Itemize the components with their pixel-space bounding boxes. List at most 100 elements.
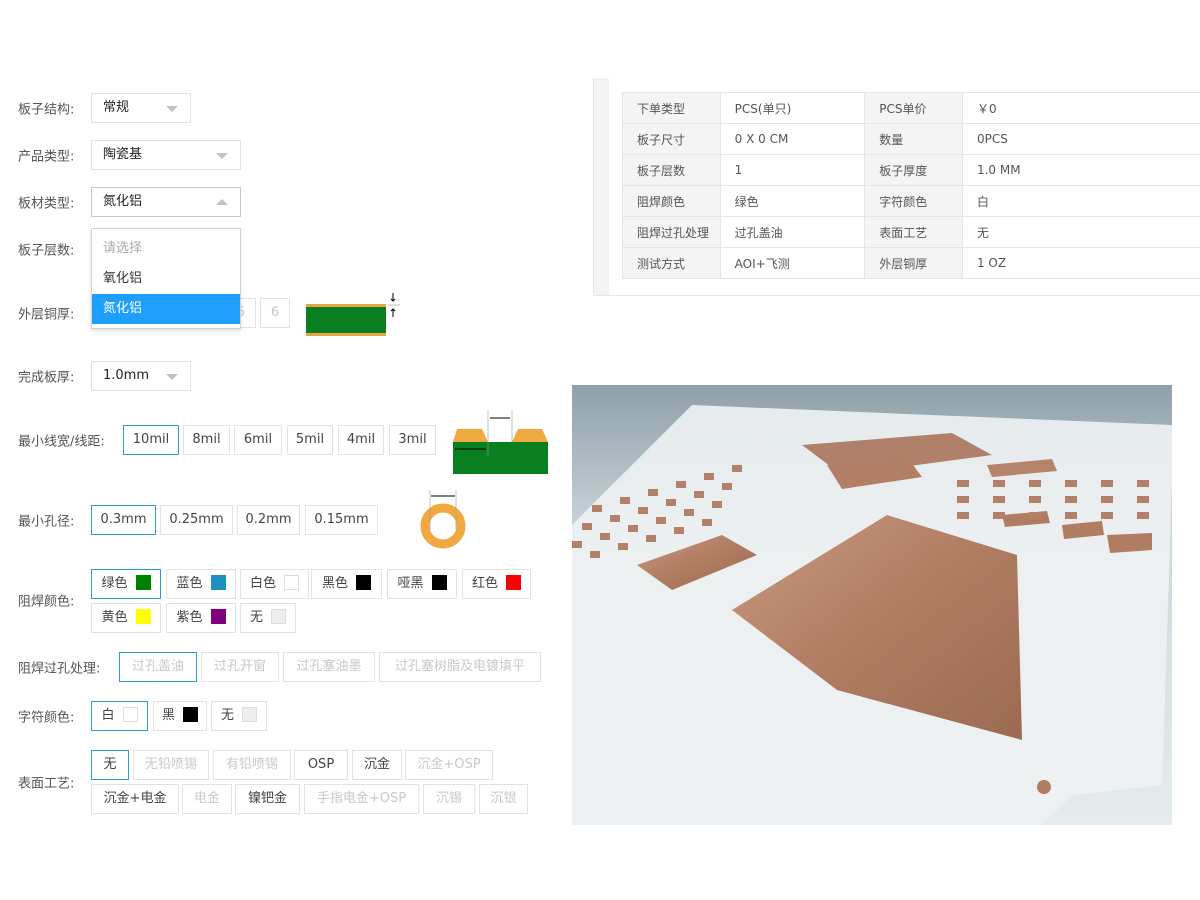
via-option-tented[interactable]: 过孔盖油 bbox=[119, 652, 197, 682]
summary-row: 板子尺寸 0 X 0 CM 数量 0PCS bbox=[622, 123, 1200, 155]
surface-option[interactable]: 有铅喷锡 bbox=[213, 750, 291, 780]
small-pad bbox=[610, 515, 620, 522]
trace-label: 最小线宽/线距: bbox=[18, 434, 105, 450]
mask-color-option-label: 红色 bbox=[471, 576, 498, 591]
dropdown-option-placeholder[interactable]: 请选择 bbox=[103, 241, 143, 256]
trace-option-8mil[interactable]: 8mil bbox=[183, 425, 230, 455]
surface-option[interactable]: 沉金+OSP bbox=[405, 750, 493, 780]
mask-color-option[interactable]: 绿色 bbox=[91, 569, 161, 599]
summary-value: 无 bbox=[961, 216, 1200, 248]
summary-row: 阻焊过孔处理 过孔盖油 表面工艺无 bbox=[622, 216, 1200, 248]
trace-option-3mil[interactable]: 3mil bbox=[389, 425, 436, 455]
surface-option[interactable]: 无铅喷锡 bbox=[133, 750, 209, 780]
small-pad bbox=[732, 465, 742, 472]
summary-key: 表面工艺 bbox=[864, 216, 963, 248]
surface-option[interactable]: 电金 bbox=[182, 784, 232, 814]
material-type-label: 板材类型: bbox=[18, 196, 75, 212]
chevron-up-icon bbox=[216, 199, 228, 205]
dropdown-option-alumina[interactable]: 氧化铝 bbox=[103, 271, 143, 286]
hole-option-0.25mm[interactable]: 0.25mm bbox=[160, 505, 233, 535]
summary-row: 板子层数 1 板子厚度 1.0 MM bbox=[622, 154, 1200, 186]
summary-value: ￥0 bbox=[961, 92, 1200, 124]
summary-row: 阻焊颜色 绿色 字符颜色白 bbox=[622, 185, 1200, 217]
summary-key: 板子层数 bbox=[622, 154, 721, 186]
color-swatch bbox=[210, 575, 226, 590]
small-pad bbox=[993, 496, 1005, 503]
silk-option-none[interactable]: 无 bbox=[211, 701, 267, 731]
small-pad bbox=[620, 497, 630, 504]
color-swatch bbox=[183, 707, 198, 722]
thickness-select[interactable]: 1.0mm bbox=[91, 361, 191, 391]
surface-option[interactable]: 镍钯金 bbox=[235, 784, 300, 814]
small-pad bbox=[646, 535, 656, 542]
trace-option-10mil[interactable]: 10mil bbox=[123, 425, 179, 455]
silk-option-black[interactable]: 黑 bbox=[153, 701, 207, 731]
summary-row: 下单类型 PCS(单只) PCS单价 ￥0 bbox=[622, 92, 1200, 124]
summary-key: PCS单价 bbox=[864, 92, 963, 124]
mask-color-option[interactable]: 白色 bbox=[240, 569, 309, 599]
surface-option[interactable]: OSP bbox=[294, 750, 348, 780]
mask-color-option[interactable]: 黄色 bbox=[91, 603, 161, 633]
color-swatch bbox=[356, 575, 371, 590]
summary-key: 字符颜色 bbox=[864, 185, 963, 217]
product-type-label: 产品类型: bbox=[18, 149, 75, 165]
surface-option[interactable]: 手指电金+OSP bbox=[304, 784, 419, 814]
order-summary-panel: 下单类型 PCS(单只) PCS单价 ￥0 板子尺寸 0 X 0 CM 数量 0PCS 板子层数… bbox=[593, 78, 1200, 296]
color-swatch bbox=[506, 575, 521, 590]
small-pad bbox=[656, 517, 666, 524]
board-structure-label: 板子结构: bbox=[18, 102, 75, 118]
summary-key: 下单类型 bbox=[622, 92, 721, 124]
trace-option-4mil[interactable]: 4mil bbox=[338, 425, 384, 455]
via-option-plugged-ink[interactable]: 过孔塞油墨 bbox=[283, 652, 375, 682]
small-pad bbox=[957, 496, 969, 503]
small-pad bbox=[618, 543, 628, 550]
mask-color-option[interactable]: 紫色 bbox=[166, 603, 236, 633]
hole-option-0.15mm[interactable]: 0.15mm bbox=[305, 505, 378, 535]
mask-color-option-label: 绿色 bbox=[101, 576, 128, 591]
mask-color-option[interactable]: 红色 bbox=[462, 569, 531, 599]
small-pad bbox=[666, 499, 676, 506]
mask-color-option-label: 无 bbox=[249, 610, 263, 625]
small-pad bbox=[684, 509, 694, 516]
silk-option-white[interactable]: 白 bbox=[91, 701, 148, 731]
summary-row: 测试方式 AOI+飞测 外层铜厚 1 OZ bbox=[622, 247, 1200, 279]
via-option-resin-filled[interactable]: 过孔塞树脂及电镀填平 bbox=[379, 652, 541, 682]
small-pad bbox=[600, 533, 610, 540]
mask-color-option[interactable]: 蓝色 bbox=[166, 569, 236, 599]
surface-label: 表面工艺: bbox=[18, 776, 75, 792]
color-swatch bbox=[122, 707, 138, 722]
small-pad bbox=[722, 483, 732, 490]
silk-option-label: 黑 bbox=[161, 708, 175, 723]
thickness-label: 完成板厚: bbox=[18, 370, 75, 386]
product-type-select[interactable]: 陶瓷基 bbox=[91, 140, 241, 170]
summary-value: 1 OZ bbox=[961, 247, 1200, 279]
mask-color-option-label: 白色 bbox=[249, 576, 276, 591]
mask-color-option[interactable]: 哑黑 bbox=[387, 569, 457, 599]
trace-option-6mil[interactable]: 6mil bbox=[234, 425, 282, 455]
surface-option[interactable]: 沉锡 bbox=[423, 784, 475, 814]
mask-color-option[interactable]: 黑色 bbox=[311, 569, 382, 599]
copper-option-6[interactable]: 6 bbox=[260, 298, 290, 328]
small-pad bbox=[572, 541, 582, 548]
via-label: 阻焊过孔处理: bbox=[18, 661, 101, 677]
mask-color-option-label: 哑黑 bbox=[397, 576, 424, 591]
surface-option[interactable]: 沉金 bbox=[352, 750, 402, 780]
hole-label: 最小孔径: bbox=[18, 514, 75, 530]
small-pad bbox=[957, 512, 969, 519]
board-structure-select[interactable]: 常规 bbox=[91, 93, 191, 123]
hole-option-0.3mm[interactable]: 0.3mm bbox=[91, 505, 156, 535]
mask-color-option[interactable]: 无 bbox=[240, 603, 296, 633]
surface-option[interactable]: 无 bbox=[91, 750, 129, 780]
summary-key: 外层铜厚 bbox=[864, 247, 963, 279]
dropdown-option-aluminum-nitride[interactable]: 氮化铝 bbox=[92, 294, 240, 324]
material-type-select[interactable]: 氮化铝 bbox=[91, 187, 241, 217]
hole-option-0.2mm[interactable]: 0.2mm bbox=[237, 505, 300, 535]
product-type-value: 陶瓷基 bbox=[103, 147, 143, 162]
via-option-open[interactable]: 过孔开窗 bbox=[201, 652, 279, 682]
small-pad bbox=[1065, 512, 1077, 519]
order-summary-table: 下单类型 PCS(单只) PCS单价 ￥0 板子尺寸 0 X 0 CM 数量 0PCS 板子层数… bbox=[622, 92, 1200, 279]
trace-option-5mil[interactable]: 5mil bbox=[287, 425, 333, 455]
surface-option[interactable]: 沉银 bbox=[479, 784, 528, 814]
surface-option[interactable]: 沉金+电金 bbox=[91, 784, 179, 814]
small-pad bbox=[676, 481, 686, 488]
